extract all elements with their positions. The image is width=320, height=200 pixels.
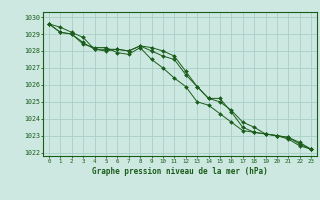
X-axis label: Graphe pression niveau de la mer (hPa): Graphe pression niveau de la mer (hPa) xyxy=(92,167,268,176)
